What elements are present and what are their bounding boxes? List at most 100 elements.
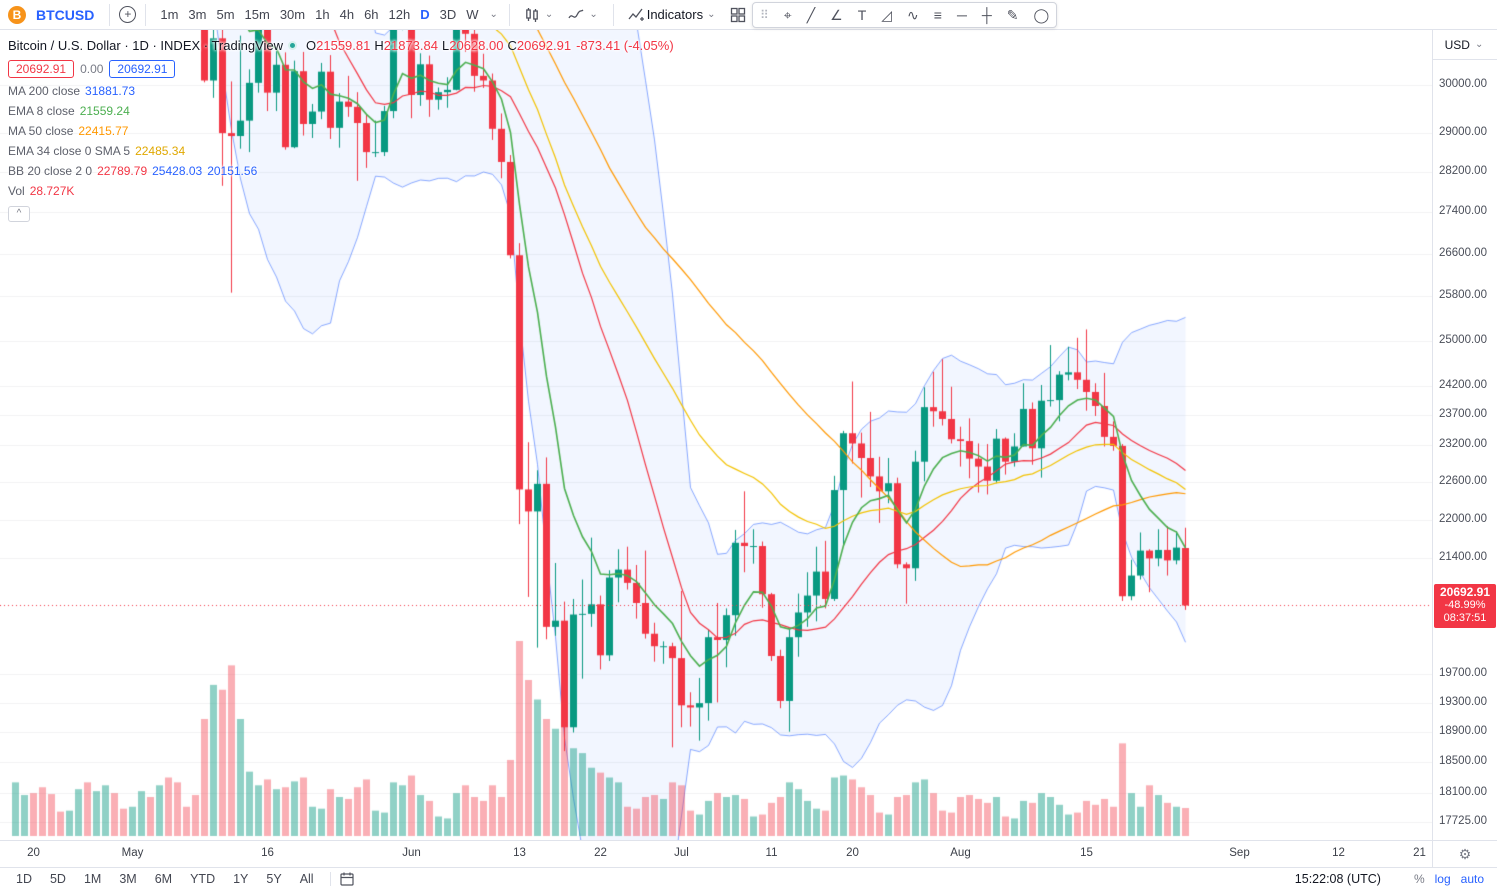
buy-price-button[interactable]: 20692.91: [109, 60, 176, 78]
range-1D[interactable]: 1D: [8, 870, 40, 888]
brush-tool[interactable]: ✎: [1006, 7, 1019, 23]
interval-3D[interactable]: 3D: [435, 4, 462, 25]
interval-W[interactable]: W: [461, 4, 483, 25]
price-axis[interactable]: USD ⌄ 20692.91 -48.99% 08:37:51 30000.00…: [1432, 30, 1497, 840]
scale-%-button[interactable]: %: [1411, 870, 1428, 888]
price-tick: 18100.00: [1439, 786, 1487, 799]
ohlc-value-L: 20628.00: [449, 38, 504, 53]
interval-15m[interactable]: 15m: [240, 4, 275, 25]
chart-style-button[interactable]: ⌄: [519, 4, 559, 26]
price-chart-canvas[interactable]: [0, 30, 1432, 840]
indicator-label: EMA 8 close: [8, 104, 75, 118]
calendar-icon: [339, 872, 354, 886]
interval-4h[interactable]: 4h: [335, 4, 359, 25]
time-tick-11: 11: [765, 847, 778, 859]
currency-selector[interactable]: USD ⌄: [1433, 30, 1497, 60]
trend-angle-tool[interactable]: ∠: [830, 7, 843, 23]
range-YTD[interactable]: YTD: [182, 870, 223, 888]
interval-3m[interactable]: 3m: [183, 4, 211, 25]
axis-settings-corner[interactable]: ⚙: [1432, 840, 1497, 867]
interval-1m[interactable]: 1m: [155, 4, 183, 25]
drag-handle[interactable]: ⠿: [760, 8, 769, 22]
range-6M[interactable]: 6M: [147, 870, 180, 888]
text-tool[interactable]: T: [857, 7, 867, 23]
indicators-icon: [628, 8, 644, 21]
range-1M[interactable]: 1M: [76, 870, 109, 888]
time-axis[interactable]: 20 May 16 Jun 13 22 Jul 11 20 Aug 15 Sep 12 21: [0, 840, 1432, 867]
time-tick-21: 21: [1413, 847, 1426, 859]
last-price-value: 20692.91: [1439, 585, 1491, 600]
ohlc-label-O: O: [306, 38, 317, 53]
time-tick-20: 20: [846, 847, 859, 859]
interval-5m[interactable]: 5m: [211, 4, 239, 25]
pattern-tool[interactable]: ◿: [881, 7, 893, 23]
ohlc-value-H: 21873.84: [383, 38, 438, 53]
time-tick-12: 12: [1332, 847, 1345, 859]
go-to-date-button[interactable]: [339, 871, 355, 887]
indicator-label: EMA 34 close 0 SMA 5: [8, 144, 131, 158]
interval-12h[interactable]: 12h: [384, 4, 416, 25]
price-tick: 23700.00: [1439, 408, 1487, 421]
scale-auto-button[interactable]: auto: [1458, 870, 1487, 888]
curve-tool[interactable]: ∿: [907, 7, 919, 23]
server-clock[interactable]: 15:22:08 (UTC): [1294, 871, 1381, 886]
spread-value: 0.00: [80, 62, 104, 76]
interval-D[interactable]: D: [415, 4, 434, 25]
indicator-row[interactable]: MA 50 close 22415.77: [8, 124, 674, 138]
chart-legend: Bitcoin / U.S. Dollar · 1D · INDEX · Tra…: [8, 38, 674, 222]
time-tick-May: May: [121, 847, 144, 859]
interval-30m[interactable]: 30m: [275, 4, 310, 25]
sell-price-button[interactable]: 20692.91: [8, 60, 75, 78]
settings-gear-icon[interactable]: ⚙: [1458, 845, 1472, 862]
price-tick: 22000.00: [1439, 512, 1487, 525]
compare-add-symbol-button[interactable]: +: [119, 6, 137, 23]
scale-log-button[interactable]: log: [1432, 870, 1454, 888]
price-tick: 18900.00: [1439, 725, 1487, 738]
line-tools-button[interactable]: ⌄: [563, 4, 603, 26]
interval-1h[interactable]: 1h: [310, 4, 334, 25]
indicator-value: 22415.77: [78, 124, 129, 138]
indicator-row[interactable]: EMA 34 close 0 SMA 5 22485.34: [8, 144, 674, 158]
ellipse-tool[interactable]: ◯: [1033, 7, 1050, 23]
indicator-value: 21559.24: [79, 104, 130, 118]
trend-line-tool[interactable]: ╱: [806, 7, 816, 23]
time-tick-16: 16: [261, 847, 274, 859]
symbol-button[interactable]: BTCUSD: [36, 6, 95, 23]
time-tick-Aug: Aug: [950, 847, 971, 859]
parallel-channel-tool[interactable]: ≡: [933, 7, 942, 23]
range-5D[interactable]: 5D: [42, 870, 74, 888]
indicator-value: 28.727K: [29, 184, 75, 198]
chart-style-caret: ⌄: [544, 9, 554, 20]
indicator-row[interactable]: MA 200 close 31881.73: [8, 84, 674, 98]
toolbar-divider: [612, 3, 614, 26]
indicator-value: 22485.34: [135, 144, 186, 158]
legend-collapse-button[interactable]: ^: [8, 206, 30, 222]
indicators-button[interactable]: Indicators ⌄: [623, 4, 722, 26]
indicator-row[interactable]: BB 20 close 2 0 22789.79 25428.03 20151.56: [8, 164, 674, 178]
price-tick: 24200.00: [1439, 379, 1487, 392]
time-tick-13: 13: [513, 847, 526, 859]
toolbar-divider: [508, 3, 510, 26]
indicator-row[interactable]: Vol 28.727K: [8, 184, 674, 198]
interval-6h[interactable]: 6h: [359, 4, 383, 25]
price-tick: 21400.00: [1439, 551, 1487, 564]
data-source-dot-icon[interactable]: [288, 41, 298, 50]
ohlc-label-H: H: [374, 38, 384, 53]
horizontal-line-tool[interactable]: ─: [956, 7, 967, 23]
price-tick: 17725.00: [1439, 815, 1487, 828]
range-1Y[interactable]: 1Y: [225, 870, 256, 888]
crosshair-tool[interactable]: ⌖: [783, 7, 792, 23]
cross-line-tool[interactable]: ┼: [981, 7, 992, 23]
range-3M[interactable]: 3M: [111, 870, 144, 888]
grid-layout-icon: [731, 7, 746, 22]
price-tick: 22600.00: [1439, 474, 1487, 487]
symbol-description[interactable]: Bitcoin / U.S. Dollar · 1D · INDEX · Tra…: [8, 38, 284, 53]
change-value: -873.41 (-4.05%): [576, 38, 674, 53]
interval-menu-caret[interactable]: ⌄: [489, 9, 498, 20]
price-tick: 29000.00: [1439, 125, 1487, 138]
range-5Y[interactable]: 5Y: [258, 870, 289, 888]
price-tick: 27400.00: [1439, 205, 1487, 218]
range-All[interactable]: All: [292, 870, 322, 888]
indicator-label: Vol: [8, 184, 25, 198]
indicator-row[interactable]: EMA 8 close 21559.24: [8, 104, 674, 118]
